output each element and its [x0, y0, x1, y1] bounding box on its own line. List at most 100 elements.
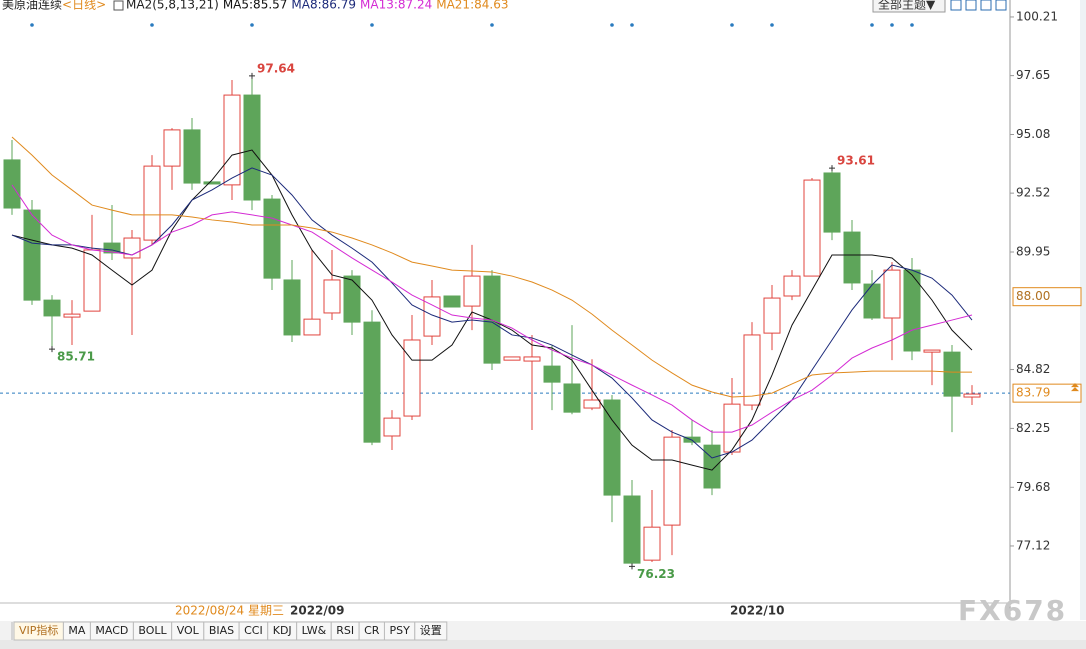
candle-body	[563, 383, 581, 413]
y-tick-label: 92.52	[1016, 186, 1050, 200]
event-markers	[30, 23, 914, 27]
indicator-tab[interactable]: RSI	[336, 624, 354, 637]
candle-body	[743, 334, 761, 406]
candle-body	[863, 283, 881, 319]
status-bar	[0, 640, 1086, 649]
candle-body	[783, 275, 801, 297]
candle-body	[923, 349, 941, 353]
legend-entry: MA5:85.57	[223, 0, 288, 12]
candle-body	[363, 321, 381, 443]
candle-body	[343, 275, 361, 323]
theme-button[interactable]	[872, 0, 946, 13]
candle-body	[283, 279, 301, 336]
candle-body	[383, 417, 401, 437]
candle-body	[163, 129, 181, 167]
candle-body	[103, 242, 121, 254]
last-price-arrow	[1071, 383, 1079, 392]
scrollbar	[1080, 0, 1086, 620]
theme-button-label[interactable]: 全部主题▼	[878, 0, 936, 12]
ma-line	[11, 184, 973, 433]
candle-body	[403, 339, 421, 417]
toolbar-icons[interactable]	[950, 0, 1007, 11]
candle-body	[843, 231, 861, 284]
indicator-tab[interactable]: KDJ	[273, 624, 292, 637]
legend-entry: MA13:87.24	[360, 0, 432, 12]
candle-body	[803, 179, 821, 277]
y-tick-label: 77.12	[1016, 538, 1050, 552]
candle-body	[883, 269, 901, 319]
candle-body	[763, 297, 781, 334]
candle-body	[243, 94, 261, 201]
candle-body	[443, 295, 461, 308]
candle-body	[463, 275, 481, 307]
candle-body	[3, 159, 21, 209]
candle-body	[643, 526, 661, 561]
y-tick-label: 79.68	[1016, 480, 1050, 494]
candle-body	[623, 495, 641, 564]
ma-line	[11, 167, 973, 459]
candle-body	[943, 351, 961, 397]
candle-body	[603, 399, 621, 496]
watermark: FX678	[958, 594, 1067, 627]
candle-body	[143, 165, 161, 241]
indicator-tab[interactable]: CR	[364, 624, 380, 637]
candle-body	[503, 356, 521, 361]
indicator-icon	[113, 0, 124, 11]
ma-line	[11, 136, 972, 398]
candle-body	[43, 299, 61, 317]
candle-body	[303, 318, 321, 336]
legend-entry: MA21:84.63	[436, 0, 508, 12]
low-label: 76.23	[637, 567, 675, 581]
candle-body	[543, 365, 561, 383]
candle-body	[823, 172, 841, 233]
candle-body	[723, 403, 741, 453]
period-label: <日线>	[62, 0, 106, 12]
candle-body	[223, 94, 241, 186]
candle-body	[263, 198, 281, 279]
indicator-tab[interactable]: CCI	[244, 624, 263, 637]
legend-entry: MA8:86.79	[291, 0, 356, 12]
tab-box[interactable]	[414, 621, 448, 641]
candle-body	[663, 436, 681, 526]
low-marker	[49, 346, 55, 353]
indicator-tab[interactable]: VIP指标	[19, 623, 58, 637]
x-tick-label: 2022/09	[290, 604, 344, 618]
low-marker	[629, 563, 635, 570]
indicator-tab[interactable]: LW&	[302, 624, 327, 637]
candle-body	[23, 209, 41, 301]
indicator-tab[interactable]: VOL	[177, 624, 200, 637]
candle-body	[583, 399, 601, 409]
instrument-title: 美原油连续	[2, 0, 62, 12]
high-marker	[829, 165, 835, 172]
candle-body	[963, 393, 981, 398]
indicator-label: MA2(5,8,13,21)	[126, 0, 219, 12]
indicator-tab[interactable]: BOLL	[138, 624, 167, 637]
crosshair-price-box	[1012, 287, 1082, 307]
y-tick-label: 100.21	[1016, 9, 1058, 23]
candle-body	[703, 444, 721, 489]
candle-body	[323, 279, 341, 314]
candle-body	[63, 313, 81, 318]
low-label: 85.71	[57, 350, 95, 364]
indicator-tab[interactable]: MA	[68, 624, 85, 637]
y-tick-label: 89.95	[1016, 245, 1050, 259]
indicator-tab[interactable]: PSY	[389, 624, 410, 637]
candle-body	[523, 356, 541, 362]
last-price-box	[1012, 383, 1082, 403]
indicator-tab[interactable]: MACD	[95, 624, 128, 637]
indicator-tab[interactable]: BIAS	[209, 624, 234, 637]
crosshair-price-label: 88.00	[1016, 289, 1050, 303]
crosshair-date: 2022/08/24 星期三	[175, 604, 284, 618]
high-label: 97.64	[257, 61, 295, 75]
y-tick-label: 82.25	[1016, 421, 1050, 435]
last-price-label: 83.79	[1016, 386, 1050, 400]
x-tick-label: 2022/10	[730, 604, 784, 618]
indicator-tab[interactable]: 设置	[420, 624, 442, 637]
candle-body	[203, 181, 221, 185]
high-label: 93.61	[837, 154, 875, 168]
y-tick-label: 84.82	[1016, 362, 1050, 376]
y-tick-label: 95.08	[1016, 127, 1050, 141]
y-tick-label: 97.65	[1016, 68, 1050, 82]
